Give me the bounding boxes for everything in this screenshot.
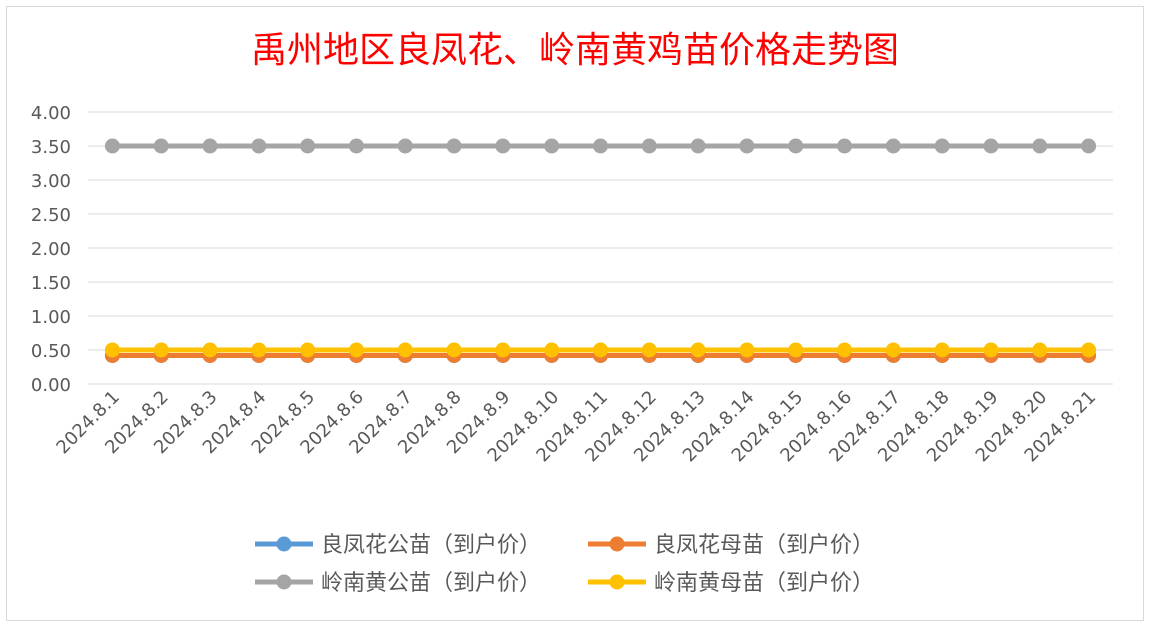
data-point xyxy=(739,138,755,154)
y-tick-label: 2.00 xyxy=(31,239,71,260)
data-point xyxy=(1081,138,1097,154)
data-point xyxy=(202,342,218,358)
data-point xyxy=(983,342,999,358)
data-point xyxy=(397,138,413,154)
legend-label: 岭南黄公苗（到户价） xyxy=(321,571,541,596)
legend-swatch-marker xyxy=(609,574,625,590)
y-tick-label: 1.00 xyxy=(31,307,71,328)
data-point xyxy=(446,138,462,154)
data-point xyxy=(300,342,316,358)
data-point xyxy=(544,342,560,358)
legend-label: 良凤花公苗（到户价） xyxy=(321,533,541,558)
data-point xyxy=(837,342,853,358)
data-point xyxy=(641,342,657,358)
legend-label: 良凤花母苗（到户价） xyxy=(654,533,874,558)
y-tick-label: 3.00 xyxy=(31,171,71,192)
y-tick-label: 3.50 xyxy=(31,137,71,158)
data-point xyxy=(153,342,169,358)
data-point xyxy=(348,342,364,358)
series-lines xyxy=(104,138,1097,363)
data-point xyxy=(934,138,950,154)
data-point xyxy=(153,138,169,154)
data-point xyxy=(1032,342,1048,358)
data-point xyxy=(1081,342,1097,358)
legend-item-1: 良凤花公苗（到户价） xyxy=(255,533,541,558)
data-point xyxy=(690,342,706,358)
data-point xyxy=(593,342,608,358)
data-point xyxy=(934,342,950,358)
legend-swatch-marker xyxy=(276,574,292,590)
data-point xyxy=(837,138,853,154)
series-3 xyxy=(104,138,1097,154)
data-point xyxy=(544,138,560,154)
y-tick-label: 0.50 xyxy=(31,341,71,362)
legend-item-4: 岭南黄母苗（到户价） xyxy=(588,571,874,596)
data-point xyxy=(593,138,608,154)
data-point xyxy=(251,138,267,154)
data-point xyxy=(495,342,511,358)
data-point xyxy=(348,138,364,154)
data-point xyxy=(300,138,316,154)
legend-label: 岭南黄母苗（到户价） xyxy=(654,571,874,596)
data-point xyxy=(885,138,901,154)
data-point xyxy=(251,342,267,358)
data-point xyxy=(397,342,413,358)
chart-title: 禹州地区良凤花、岭南黄鸡苗价格走势图 xyxy=(251,30,899,71)
data-point xyxy=(1032,138,1048,154)
x-axis-ticks: 2024.8.12024.8.22024.8.32024.8.42024.8.5… xyxy=(52,387,1100,467)
y-tick-label: 0.00 xyxy=(31,375,71,396)
data-point xyxy=(104,342,120,358)
data-point xyxy=(788,342,804,358)
data-point xyxy=(104,138,120,154)
data-point xyxy=(641,138,657,154)
legend: 良凤花公苗（到户价） 良凤花母苗（到户价） 岭南黄公苗（到户价） 岭南黄母苗（到户价） xyxy=(255,533,874,596)
data-point xyxy=(446,342,462,358)
y-tick-label: 2.50 xyxy=(31,205,71,226)
legend-item-2: 良凤花母苗（到户价） xyxy=(588,533,874,558)
y-tick-label: 1.50 xyxy=(31,273,71,294)
chart-frame xyxy=(6,6,1144,621)
data-point xyxy=(202,138,218,154)
data-point xyxy=(885,342,901,358)
y-axis-ticks: 0.00 0.50 1.00 1.50 2.00 2.50 3.00 3.50 4.00 xyxy=(31,103,71,396)
legend-swatch-marker xyxy=(609,536,625,552)
y-tick-label: 4.00 xyxy=(31,103,71,124)
data-point xyxy=(739,342,755,358)
data-point xyxy=(690,138,706,154)
data-point xyxy=(788,138,804,154)
data-point xyxy=(983,138,999,154)
data-point xyxy=(495,138,511,154)
legend-item-3: 岭南黄公苗（到户价） xyxy=(255,571,541,596)
legend-swatch-marker xyxy=(276,536,292,552)
series-4 xyxy=(104,342,1097,358)
